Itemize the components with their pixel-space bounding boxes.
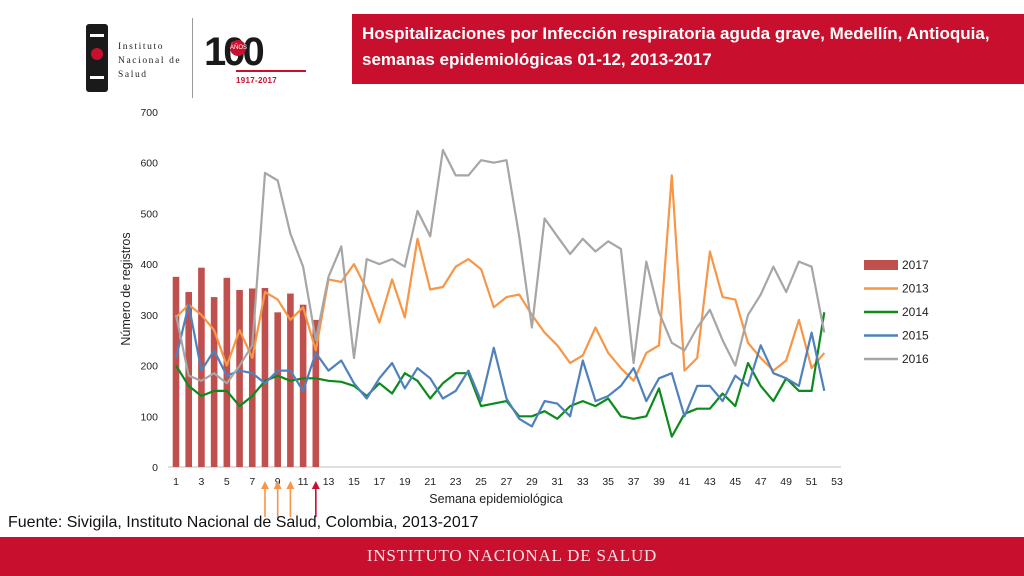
bar-2017 (210, 297, 218, 467)
logo-line-3: Salud (118, 70, 148, 80)
x-tick-label: 49 (780, 476, 792, 488)
bar-2017 (312, 319, 320, 467)
y-tick-label: 200 (140, 361, 158, 373)
logo-line-1: Instituto (118, 42, 165, 52)
x-tick-label: 27 (501, 476, 513, 488)
centenary-badge: AÑOS (230, 40, 247, 56)
x-tick-label: 47 (755, 476, 767, 488)
footer-text: INSTITUTO NACIONAL DE SALUD (366, 546, 658, 565)
x-tick-label: 29 (526, 476, 538, 488)
centenary-rule (236, 70, 306, 72)
line-2016 (174, 148, 826, 385)
chart: 0100200300400500600700135791113151719212… (119, 107, 929, 517)
x-tick-label: 21 (424, 476, 436, 488)
legend-label-2017: 2017 (902, 258, 929, 272)
arrowhead-week-8 (260, 481, 269, 489)
line-2015 (174, 303, 826, 428)
bar-2017 (223, 277, 231, 467)
x-tick-label: 5 (224, 476, 230, 488)
y-tick-label: 400 (140, 259, 158, 271)
ins-emblem-icon (86, 24, 108, 92)
centenary-logo: 100 AÑOS 1917-2017 (202, 30, 312, 90)
bar-2017 (274, 312, 281, 467)
legend-swatch-2017 (864, 260, 898, 270)
x-tick-label: 19 (399, 476, 411, 488)
x-tick-label: 11 (298, 476, 309, 488)
y-tick-label: 600 (140, 158, 158, 170)
bar-2017 (185, 292, 193, 467)
ins-logo: Instituto Nacional de Salud 100 AÑOS 191… (78, 16, 328, 100)
bar-2017 (172, 276, 180, 467)
x-tick-label: 15 (348, 476, 360, 488)
x-tick-label: 41 (679, 476, 691, 488)
x-tick-label: 23 (450, 476, 462, 488)
y-tick-label: 500 (140, 208, 158, 220)
y-tick-label: 100 (140, 411, 158, 423)
x-tick-label: 7 (249, 476, 255, 488)
logo-line-2: Nacional de (118, 56, 182, 66)
x-tick-label: 35 (602, 476, 614, 488)
y-tick-label: 700 (140, 107, 158, 119)
legend-label-2014: 2014 (902, 305, 929, 319)
x-tick-label: 37 (628, 476, 640, 488)
centenary-years: 1917-2017 (236, 76, 277, 85)
logo-divider (192, 18, 193, 98)
x-tick-label: 33 (577, 476, 589, 488)
x-tick-label: 43 (704, 476, 716, 488)
bar-2017 (248, 288, 256, 467)
arrowhead-week-12 (311, 481, 320, 489)
bar-2017 (236, 290, 243, 467)
title-bar: Hospitalizaciones por Infección respirat… (352, 14, 1024, 84)
x-tick-label: 51 (806, 476, 818, 488)
x-tick-label: 25 (475, 476, 487, 488)
page-title: Hospitalizaciones por Infección respirat… (362, 24, 990, 69)
footer-bar: INSTITUTO NACIONAL DE SALUD (0, 537, 1024, 576)
y-tick-label: 300 (140, 310, 158, 322)
y-axis-label: Número de registros (119, 232, 133, 345)
ins-logo-text: Instituto Nacional de Salud (118, 40, 198, 82)
x-tick-label: 53 (831, 476, 843, 488)
x-tick-label: 39 (653, 476, 665, 488)
x-tick-label: 17 (374, 476, 386, 488)
arrowhead-week-9 (273, 481, 282, 489)
legend-label-2013: 2013 (902, 282, 929, 296)
line-2014 (175, 312, 826, 438)
legend-label-2016: 2016 (902, 352, 929, 366)
source-note: Fuente: Sivigila, Instituto Nacional de … (8, 514, 479, 531)
bar-2017 (299, 304, 307, 467)
line-2013 (175, 174, 826, 382)
plot-area: 0100200300400500600700135791113151719212… (140, 107, 929, 517)
x-tick-label: 13 (323, 476, 335, 488)
arrowhead-week-10 (286, 481, 295, 489)
x-tick-label: 31 (552, 476, 564, 488)
x-tick-label: 1 (173, 476, 179, 488)
x-axis-label: Semana epidemiológica (429, 492, 562, 506)
bar-2017 (261, 287, 269, 467)
x-tick-label: 45 (729, 476, 741, 488)
x-tick-label: 3 (199, 476, 205, 488)
y-tick-label: 0 (152, 462, 158, 474)
legend-label-2015: 2015 (902, 329, 929, 343)
